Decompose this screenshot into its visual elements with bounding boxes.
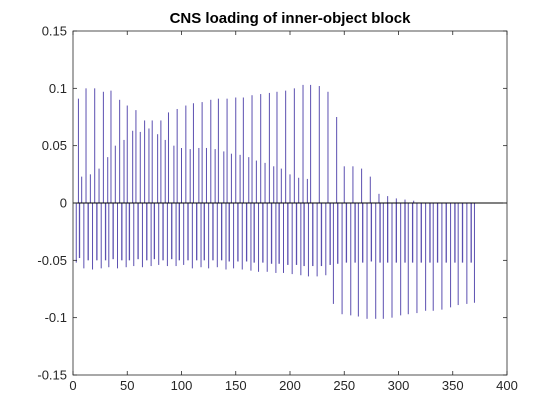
y-tick-label: 0 xyxy=(60,196,67,211)
x-tick-label: 150 xyxy=(225,378,247,393)
axes: 0 50 100 150 200 250 300 350 400 -0.15 -0.1 -0.05 0 0… xyxy=(37,24,517,394)
x-tick-label: 100 xyxy=(171,378,193,393)
y-tick-label: -0.05 xyxy=(37,253,67,268)
plot-area xyxy=(73,31,507,375)
x-tick-label: 250 xyxy=(333,378,355,393)
chart-title: CNS loading of inner-object block xyxy=(170,10,412,27)
y-tick-label: 0.05 xyxy=(42,138,67,153)
y-tick-label: -0.15 xyxy=(37,368,67,383)
x-tick-label: 200 xyxy=(279,378,301,393)
y-tick-label: -0.1 xyxy=(45,310,67,325)
x-tick-label: 50 xyxy=(120,378,134,393)
y-tick-label: 0.1 xyxy=(49,81,67,96)
x-tick-label: 300 xyxy=(388,378,410,393)
x-tick-label: 0 xyxy=(69,378,76,393)
x-tick-label: 350 xyxy=(442,378,464,393)
y-tick-label: 0.15 xyxy=(42,24,67,39)
x-tick-label: 400 xyxy=(496,378,518,393)
